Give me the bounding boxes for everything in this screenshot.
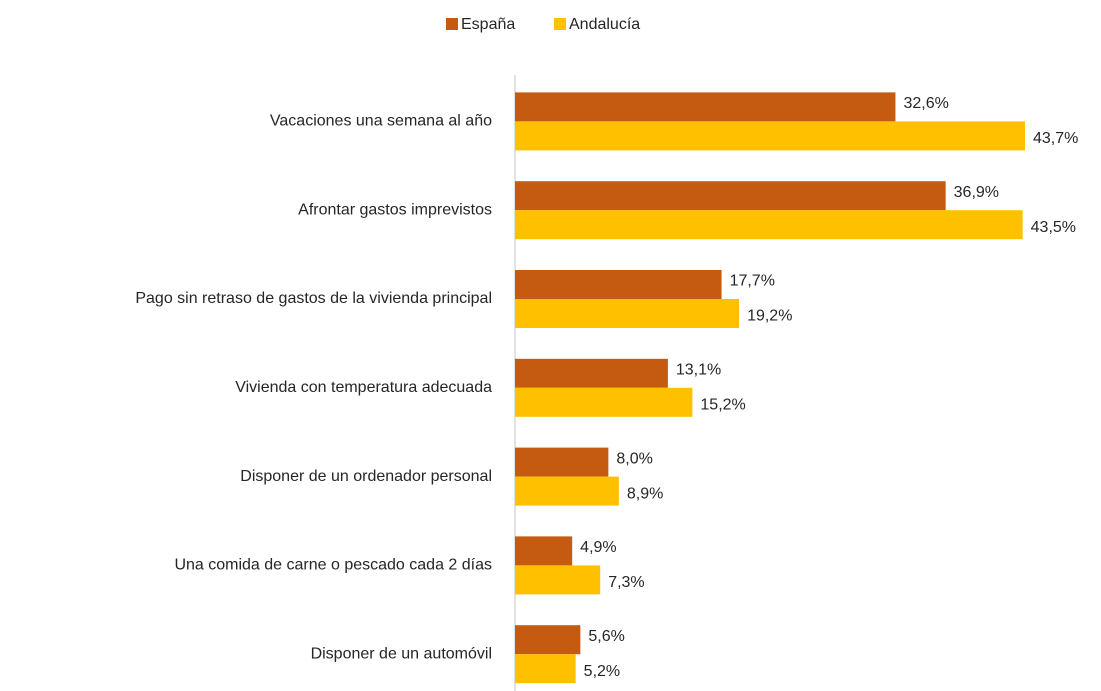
legend-label: España: [461, 16, 515, 33]
category-label: Vivienda con temperatura adecuada: [235, 379, 492, 396]
bar: [515, 654, 576, 684]
bar: [515, 121, 1025, 151]
value-label: 5,2%: [584, 663, 620, 680]
value-label: 8,0%: [616, 450, 652, 467]
value-label: 36,9%: [954, 184, 999, 201]
bar: [515, 476, 619, 506]
value-label: 8,9%: [627, 485, 663, 502]
value-label: 43,7%: [1033, 130, 1078, 147]
bar: [515, 358, 668, 388]
bar: [515, 536, 573, 566]
bar: [515, 565, 601, 595]
bar: [515, 447, 609, 477]
value-label: 19,2%: [747, 308, 792, 325]
bar: [515, 387, 693, 417]
value-label: 7,3%: [608, 574, 644, 591]
value-label: 17,7%: [730, 273, 775, 290]
category-label: Disponer de un automóvil: [311, 645, 492, 662]
bar: [515, 270, 722, 299]
value-label: 32,6%: [903, 95, 948, 112]
legend-swatch: [446, 18, 458, 30]
bar: [515, 299, 740, 328]
bar: [515, 181, 946, 211]
legend-label: Andalucía: [569, 16, 640, 33]
bar: [515, 625, 581, 655]
value-label: 15,2%: [700, 397, 745, 414]
value-label: 4,9%: [580, 539, 616, 556]
category-label: Vacaciones una semana al año: [270, 113, 492, 130]
value-label: 43,5%: [1031, 219, 1076, 236]
category-label: Pago sin retraso de gastos de la viviend…: [135, 290, 492, 307]
category-label: Una comida de carne o pescado cada 2 día…: [174, 557, 492, 574]
category-label: Disponer de un ordenador personal: [240, 468, 492, 485]
bar: [515, 210, 1023, 240]
bar: [515, 92, 896, 122]
value-label: 5,6%: [588, 628, 624, 645]
category-label: Afrontar gastos imprevistos: [298, 201, 492, 218]
value-label: 13,1%: [676, 362, 721, 379]
legend-swatch: [554, 18, 566, 30]
